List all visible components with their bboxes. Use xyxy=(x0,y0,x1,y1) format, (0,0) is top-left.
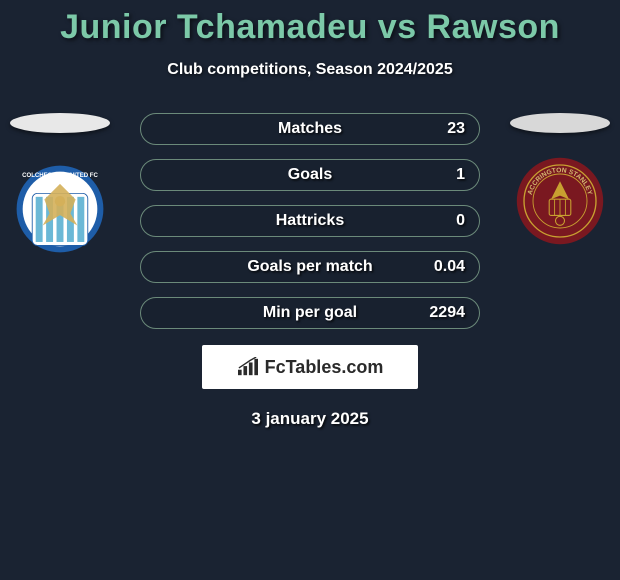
stat-label: Matches xyxy=(278,120,342,138)
stat-row-matches: Matches 23 xyxy=(140,113,480,145)
stat-row-goals-per-match: Goals per match 0.04 xyxy=(140,251,480,283)
stat-label: Goals xyxy=(288,166,332,184)
page-title: Junior Tchamadeu vs Rawson xyxy=(0,8,620,47)
stats-column: Matches 23 Goals 1 Hattricks 0 Goals per… xyxy=(110,113,510,329)
stat-row-min-per-goal: Min per goal 2294 xyxy=(140,297,480,329)
brand-box: FcTables.com xyxy=(202,345,418,389)
stat-value-right: 23 xyxy=(447,120,465,138)
stat-label: Goals per match xyxy=(247,258,372,276)
infographic-container: Junior Tchamadeu vs Rawson Club competit… xyxy=(0,0,620,429)
right-club-logo: ACCRINGTON STANLEY xyxy=(515,155,605,247)
svg-text:COLCHESTER UNITED FC: COLCHESTER UNITED FC xyxy=(22,173,98,179)
brand-text: FcTables.com xyxy=(265,357,384,378)
stat-label: Min per goal xyxy=(263,304,357,322)
subtitle: Club competitions, Season 2024/2025 xyxy=(0,61,620,79)
date-line: 3 january 2025 xyxy=(0,409,620,429)
stat-value-right: 1 xyxy=(456,166,465,184)
stat-label: Hattricks xyxy=(276,212,344,230)
stat-row-hattricks: Hattricks 0 xyxy=(140,205,480,237)
body-row: COLCHESTER UNITED FC Matches 23 Goa xyxy=(0,113,620,329)
left-club-logo: COLCHESTER UNITED FC xyxy=(15,163,105,255)
stat-row-goals: Goals 1 xyxy=(140,159,480,191)
right-column: ACCRINGTON STANLEY xyxy=(510,113,610,247)
stat-value-right: 0.04 xyxy=(434,258,465,276)
left-player-ellipse xyxy=(10,113,110,133)
stat-value-right: 0 xyxy=(456,212,465,230)
left-column: COLCHESTER UNITED FC xyxy=(10,113,110,255)
stat-value-right: 2294 xyxy=(429,304,465,322)
brand-bar-icon xyxy=(237,357,259,377)
right-player-ellipse xyxy=(510,113,610,133)
